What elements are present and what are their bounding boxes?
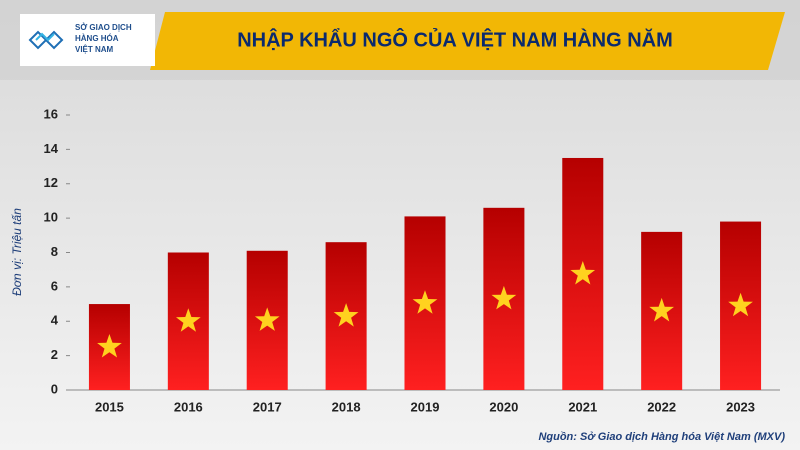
y-tick-label: 10	[44, 210, 58, 225]
x-tick-label: 2015	[95, 399, 124, 414]
y-tick-label: 0	[51, 381, 58, 396]
star	[412, 290, 438, 314]
y-tick-label: 2	[51, 347, 58, 362]
star	[649, 297, 674, 322]
logo-text: VIỆT NAM	[75, 45, 114, 54]
x-tick-label: 2023	[726, 399, 755, 414]
star	[491, 285, 517, 310]
y-axis-label: Đơn vị: Triệu tấn	[10, 208, 24, 296]
star	[176, 308, 201, 332]
y-tick-label: 4	[51, 313, 59, 328]
x-tick-label: 2018	[332, 399, 361, 414]
y-tick-label: 16	[44, 106, 58, 121]
star	[570, 261, 596, 285]
x-tick-label: 2022	[647, 399, 676, 414]
x-tick-label: 2016	[174, 399, 203, 414]
star	[97, 334, 122, 358]
x-tick-label: 2021	[568, 399, 597, 414]
logo-mark	[28, 30, 64, 50]
star	[728, 292, 753, 317]
y-tick-label: 14	[44, 141, 59, 156]
logo-text: HÀNG HÓA	[75, 34, 119, 43]
y-tick-label: 12	[44, 175, 58, 190]
logo-text: SỞ GIAO DỊCH	[75, 23, 132, 32]
x-tick-label: 2019	[411, 399, 440, 414]
star	[254, 307, 280, 331]
title-banner	[150, 12, 785, 70]
star	[333, 303, 359, 327]
source-note: Nguồn: Sở Giao dịch Hàng hóa Việt Nam (M…	[538, 431, 785, 443]
x-tick-label: 2017	[253, 399, 282, 414]
logo-box	[20, 14, 155, 66]
y-tick-label: 6	[51, 278, 58, 293]
y-tick-label: 8	[51, 244, 58, 259]
x-tick-label: 2020	[489, 399, 518, 414]
chart-title: NHẬP KHẨU NGÔ CỦA VIỆT NAM HÀNG NĂM	[237, 27, 673, 51]
